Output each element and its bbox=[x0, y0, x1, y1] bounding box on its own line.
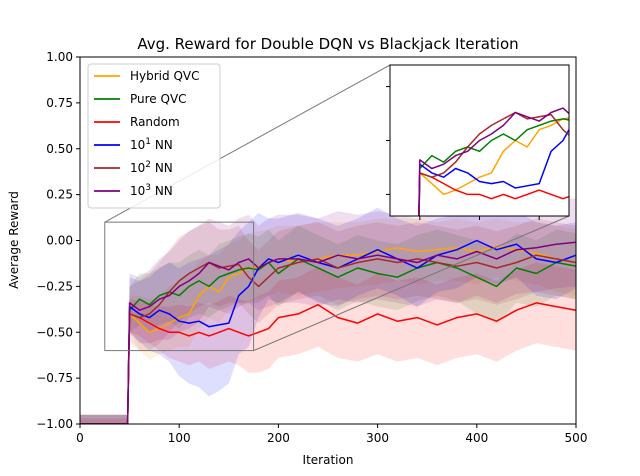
x-axis-label: Iteration bbox=[303, 453, 354, 467]
x-tick-label: 300 bbox=[366, 431, 389, 445]
y-tick-label: −0.50 bbox=[36, 325, 73, 339]
band-10-1-nn bbox=[80, 203, 576, 424]
band-10-2-nn bbox=[80, 218, 576, 424]
band-pure-qvc bbox=[80, 225, 576, 424]
inset-line-10-3-nn bbox=[418, 107, 569, 216]
line-10-2-nn bbox=[80, 254, 576, 424]
y-tick-label: 0.75 bbox=[46, 96, 73, 110]
confidence-bands bbox=[80, 198, 576, 424]
chart-title: Avg. Reward for Double DQN vs Blackjack … bbox=[137, 35, 518, 53]
inset-line-random bbox=[418, 172, 569, 216]
legend-label-10-1-nn: 101 NN bbox=[130, 137, 173, 152]
inset-line-10-1-nn bbox=[418, 128, 569, 216]
band-10-3-nn bbox=[80, 198, 576, 424]
inset-axes bbox=[386, 64, 570, 220]
legend-box bbox=[87, 63, 221, 209]
inset-line-pure-qvc bbox=[418, 118, 569, 216]
legend-label-hybrid-qvc: Hybrid QVC bbox=[130, 69, 199, 83]
y-tick-label: −1.00 bbox=[36, 417, 73, 431]
inset-line-hybrid-qvc bbox=[418, 117, 569, 216]
x-tick-label: 400 bbox=[465, 431, 488, 445]
y-tick-label: −0.75 bbox=[36, 371, 73, 385]
y-tick-label: 0.00 bbox=[46, 234, 73, 248]
x-tick-label: 100 bbox=[168, 431, 191, 445]
band-random bbox=[80, 262, 576, 424]
legend-label-10-2-nn: 102 NN bbox=[130, 160, 173, 175]
legend-label-10-3-nn: 103 NN bbox=[130, 183, 173, 198]
x-tick-label: 0 bbox=[76, 431, 84, 445]
y-axis-label: Average Reward bbox=[7, 191, 21, 289]
line-10-3-nn bbox=[80, 241, 576, 424]
legend-label-pure-qvc: Pure QVC bbox=[130, 92, 187, 106]
x-tick-label: 200 bbox=[267, 431, 290, 445]
line-random bbox=[80, 302, 576, 424]
zoom-region-box bbox=[104, 221, 255, 352]
line-10-1-nn bbox=[80, 239, 576, 424]
y-tick-label: 0.50 bbox=[46, 142, 73, 156]
x-tick-label: 500 bbox=[565, 431, 588, 445]
y-tick-label: 1.00 bbox=[46, 50, 73, 64]
band-hybrid-qvc bbox=[80, 218, 576, 424]
inset-lines bbox=[418, 107, 569, 216]
legend-label-random: Random bbox=[130, 115, 180, 129]
y-tick-label: −0.25 bbox=[36, 279, 73, 293]
axes: 0 100 200 300 400 500 −1.00 −0.75 −0.50 −0.25 0.00… bbox=[36, 50, 587, 445]
inset-line-10-2-nn bbox=[418, 111, 569, 216]
series-lines bbox=[80, 239, 576, 424]
zoom-connector bbox=[253, 215, 570, 352]
y-tick-label: 0.25 bbox=[46, 188, 73, 202]
legend: Hybrid QVC Pure QVC Random 101 NN 102 NN 103 … bbox=[87, 63, 221, 209]
